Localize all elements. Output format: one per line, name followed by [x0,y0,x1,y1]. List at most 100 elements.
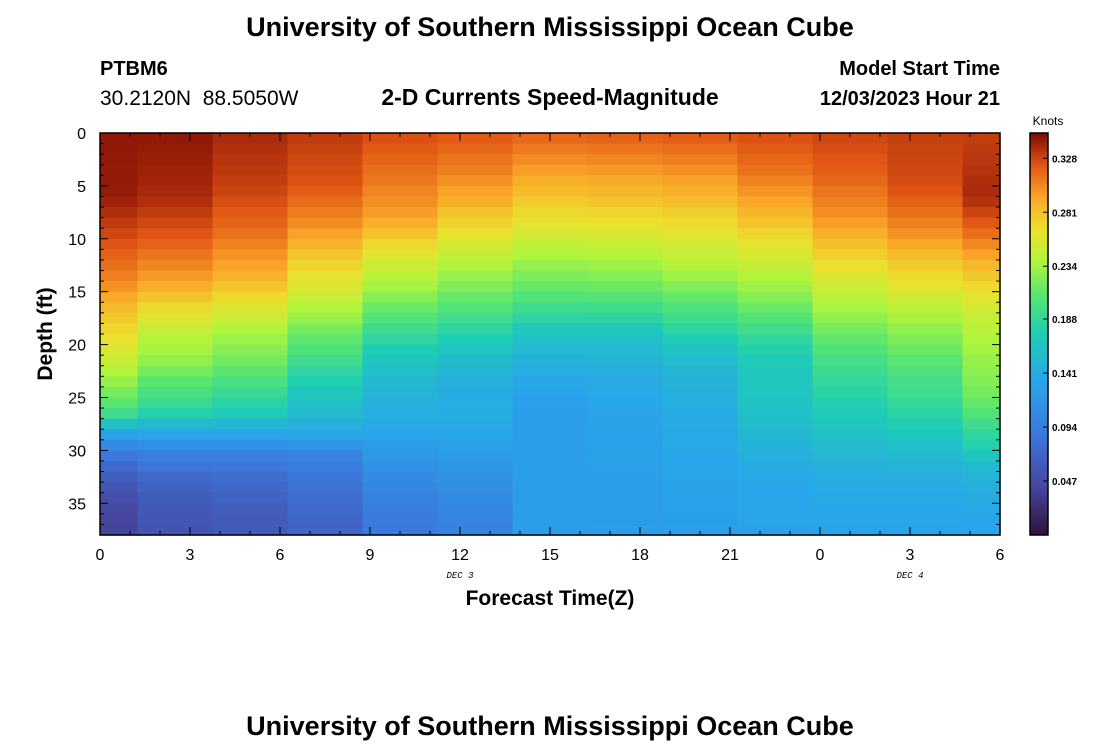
y-tick-label: 35 [68,496,86,513]
heatmap-cell [212,249,289,261]
heatmap-cell [737,312,814,325]
heatmap-cell [887,133,964,145]
heatmap-cell [737,143,814,155]
heatmap-cell [437,323,514,335]
heatmap-cell [212,154,289,166]
heatmap-cell [212,408,289,420]
axis-ticks [99,132,1001,536]
heatmap-cell [137,450,214,462]
heatmap-cell [662,355,739,367]
heatmap-cell [437,365,514,377]
heatmap-cell [962,207,1001,219]
heatmap-cell [437,492,514,504]
heatmap-cell [737,408,814,420]
heatmap-cell [737,281,814,293]
heatmap-cell [887,408,964,420]
heatmap-cell [137,355,214,367]
heatmap-cell [812,291,889,303]
heatmap-cell [662,408,739,420]
heatmap-cell [887,228,964,240]
heatmap-cell [437,471,514,483]
heatmap-cell [662,312,739,325]
station-coordinates: 30.2120N 88.5050W [100,87,299,110]
heatmap-cell [287,323,364,335]
heatmap-cell [287,429,364,441]
heatmap-cell [100,323,139,335]
heatmap-cell [212,376,289,388]
heatmap-cell [212,291,289,303]
heatmap-cell [662,439,739,451]
heatmap-cell [962,408,1001,420]
heatmap-cell [437,133,514,145]
heatmap-cell [962,418,1001,430]
heatmap-cell [587,238,664,250]
heatmap-cell [962,291,1001,303]
heatmap-cell [137,492,214,504]
heatmap-cell [287,460,364,473]
x-tick-label: 0 [96,547,105,564]
heatmap-cell [587,386,664,399]
heatmap-cell [662,281,739,293]
heatmap-cell [100,312,139,325]
heatmap-cell [512,196,589,208]
heatmap-cell [812,503,889,515]
heatmap-cell [812,386,889,399]
heatmap-cell [587,524,664,536]
heatmap-cell [212,492,289,504]
heatmap-cell [962,185,1001,198]
heatmap-cell [887,175,964,187]
heatmap-cell [137,429,214,441]
heatmap-cell [437,217,514,229]
heatmap-cell [662,460,739,473]
heatmap-cell [887,259,964,272]
y-tick-label: 5 [77,179,86,196]
heatmap-cell [962,154,1001,166]
heatmap-cell [587,460,664,473]
heatmap-cell [137,524,214,536]
heatmap-cell [962,460,1001,473]
heatmap-cell [437,439,514,451]
heatmap-cell [362,482,439,494]
heatmap-cell [887,397,964,409]
heatmap-cell [737,503,814,515]
heatmap-cell [587,471,664,483]
heatmap-cell [362,376,439,388]
heatmap-cell [887,482,964,494]
heatmap-cell [212,355,289,367]
heatmap-cell [962,323,1001,335]
heatmap-cell [100,334,139,346]
heatmap-cell [212,524,289,536]
heatmap-cell [512,397,589,409]
heatmap-cell [212,513,289,526]
heatmap-cell [662,492,739,504]
colorbar-tick-label: 0.328 [1052,154,1077,165]
heatmap-cell [362,217,439,229]
heatmap-cell [212,270,289,282]
heatmap-cell [737,376,814,388]
heatmap-cell [287,513,364,526]
heatmap-cell [512,471,589,483]
heatmap-cell [137,334,214,346]
heatmap-cell [137,270,214,282]
colorbar [1029,132,1049,536]
heatmap-cell [887,450,964,462]
heatmap-cell [287,386,364,399]
heatmap-cell [287,249,364,261]
heatmap-cell [962,450,1001,462]
heatmap-cell [137,482,214,494]
heatmap-cell [512,503,589,515]
heatmap-cell [100,291,139,303]
heatmap-cell [137,439,214,451]
heatmap-cell [512,429,589,441]
heatmap-cell [587,439,664,451]
heatmap-cell [287,238,364,250]
x-axis-label: Forecast Time(Z) [466,587,635,610]
heatmap-cell [137,228,214,240]
heatmap-cell [212,365,289,377]
heatmap-cell [662,344,739,356]
heatmap-cell [887,513,964,526]
heatmap-cell [662,450,739,462]
heatmap-cell [587,450,664,462]
heatmap-cell [512,207,589,219]
heatmap-cell [662,207,739,219]
